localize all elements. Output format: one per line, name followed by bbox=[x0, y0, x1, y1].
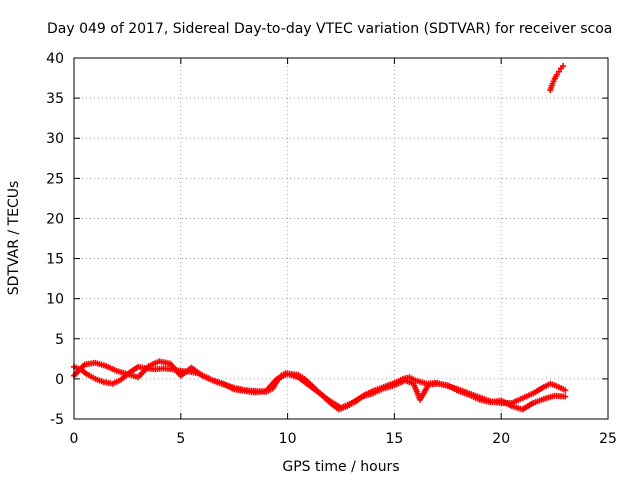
data-point bbox=[555, 68, 562, 75]
y-axis-label: SDTVAR / TECUs bbox=[6, 181, 22, 296]
series-trace-c bbox=[547, 63, 567, 94]
y-tick-label: 5 bbox=[55, 332, 64, 348]
x-tick-label: 5 bbox=[176, 431, 185, 447]
series-trace-b bbox=[71, 358, 569, 413]
x-axis-label: GPS time / hours bbox=[282, 459, 399, 475]
x-tick-label: 15 bbox=[385, 431, 403, 447]
chart-title: Day 049 of 2017, Sidereal Day-to-day VTE… bbox=[47, 21, 612, 37]
y-tick-label: 0 bbox=[55, 372, 64, 388]
y-tick-label: 20 bbox=[46, 211, 64, 227]
data-point bbox=[562, 387, 569, 394]
data-point bbox=[553, 71, 560, 78]
y-tick-label: 30 bbox=[46, 131, 64, 147]
x-tick-label: 10 bbox=[279, 431, 297, 447]
y-tick-label: 40 bbox=[46, 51, 64, 67]
grid-lines bbox=[74, 58, 608, 419]
y-tick-label: -5 bbox=[50, 412, 64, 428]
data-markers bbox=[71, 63, 569, 413]
x-tick-label: 20 bbox=[492, 431, 510, 447]
y-tick-label: 15 bbox=[46, 252, 64, 268]
plot-frame bbox=[73, 57, 609, 420]
data-point bbox=[562, 393, 569, 400]
y-tick-label: 35 bbox=[46, 91, 64, 107]
axis-ticks: 0 5 10 15 20 25 -5 0 5 10 15 20 25 30 35 40 bbox=[46, 51, 617, 447]
x-tick-label: 0 bbox=[70, 431, 79, 447]
y-tick-label: 10 bbox=[46, 292, 64, 308]
data-point bbox=[560, 63, 567, 70]
y-tick-label: 25 bbox=[46, 171, 64, 187]
x-tick-label: 25 bbox=[599, 431, 617, 447]
